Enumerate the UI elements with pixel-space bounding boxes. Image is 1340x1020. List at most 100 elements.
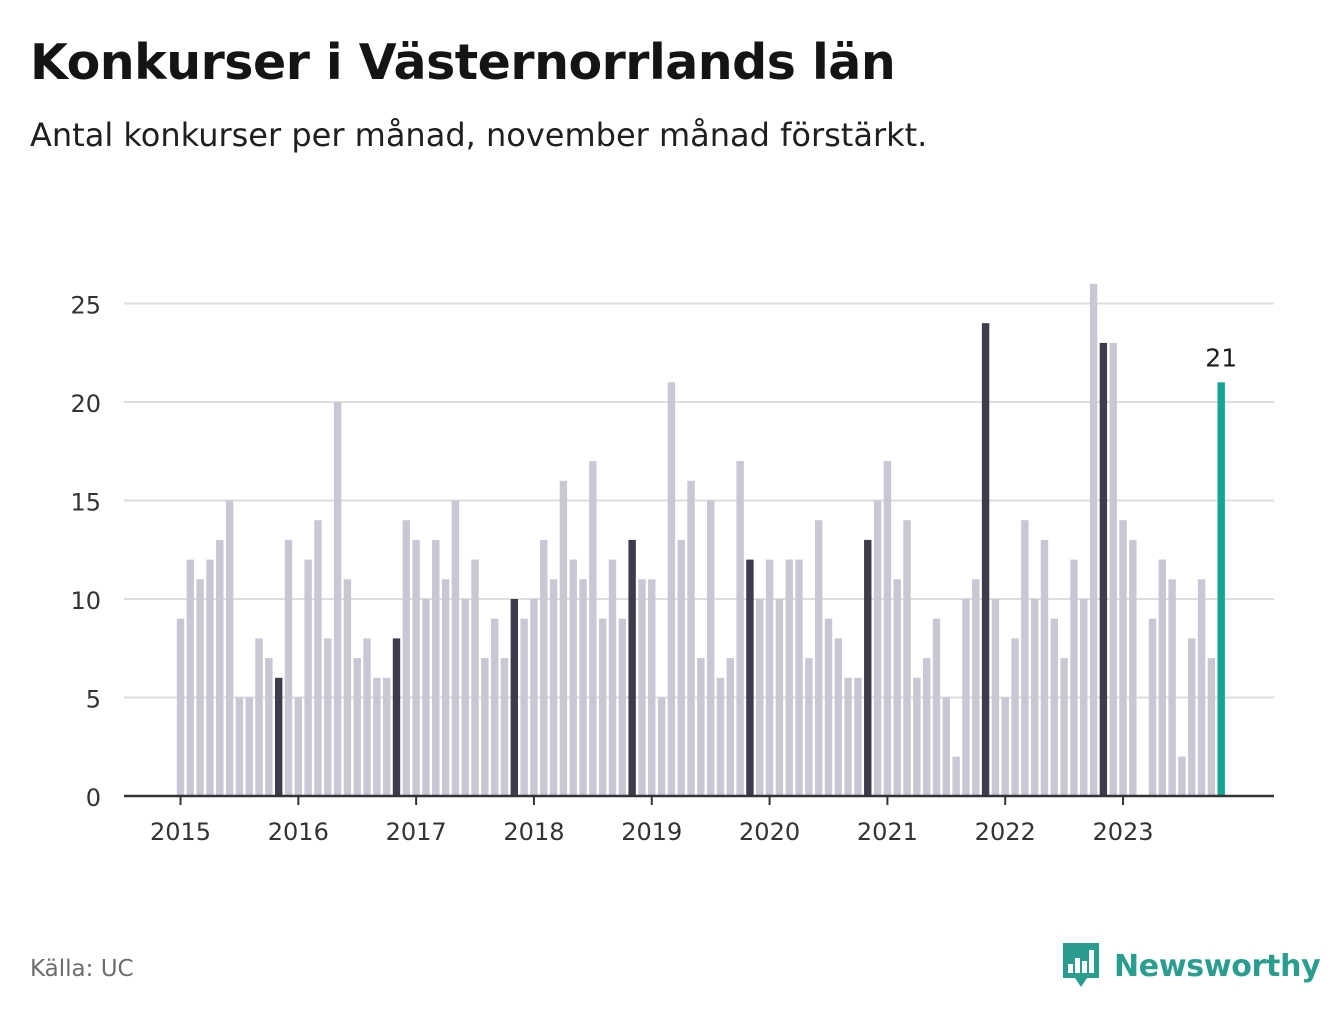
bar xyxy=(1197,579,1206,796)
bar xyxy=(294,697,303,796)
bar xyxy=(922,658,931,796)
x-tick-label: 2019 xyxy=(621,818,682,846)
bar xyxy=(206,559,214,796)
bar xyxy=(1040,539,1049,796)
bar xyxy=(284,539,293,796)
chart-title: Konkurser i Västernorrlands län xyxy=(30,34,896,91)
bar xyxy=(628,539,636,796)
bar xyxy=(216,539,224,796)
bar xyxy=(608,559,617,796)
bar xyxy=(913,677,921,796)
bar xyxy=(765,559,774,796)
bar xyxy=(363,638,371,796)
bar xyxy=(1188,638,1196,796)
bar xyxy=(746,559,754,796)
bar xyxy=(903,520,911,796)
bar xyxy=(775,599,784,796)
y-tick-label: 25 xyxy=(70,292,101,320)
bar xyxy=(1060,658,1068,796)
bar xyxy=(854,677,862,796)
bar xyxy=(648,579,656,796)
x-tick-label: 2016 xyxy=(268,818,329,846)
bar xyxy=(176,618,185,796)
bar xyxy=(422,599,430,796)
bar xyxy=(824,618,833,796)
bar xyxy=(353,658,361,796)
bar xyxy=(785,559,793,796)
bar xyxy=(530,599,538,796)
bar xyxy=(235,697,244,796)
bar xyxy=(1030,599,1039,796)
bar xyxy=(245,697,253,796)
bar xyxy=(716,677,725,796)
bar xyxy=(814,520,823,796)
x-tick-label: 2022 xyxy=(975,818,1036,846)
source-label: Källa: UC xyxy=(30,956,134,982)
x-tick-label: 2020 xyxy=(739,818,800,846)
data-labels: 21 xyxy=(1205,343,1237,372)
bar xyxy=(559,480,568,796)
bar xyxy=(981,323,990,796)
bar xyxy=(1109,342,1117,796)
bar xyxy=(589,461,597,796)
newsworthy-brand[interactable]: Newsworthy xyxy=(1060,940,1321,992)
bar xyxy=(510,599,519,796)
y-tick-label: 5 xyxy=(86,686,101,714)
bar xyxy=(687,480,695,796)
bar xyxy=(471,559,479,796)
bar xyxy=(343,579,352,796)
bar xyxy=(196,579,204,796)
y-tick-label: 20 xyxy=(70,390,101,418)
bar xyxy=(441,579,450,796)
bar xyxy=(706,500,715,796)
bar xyxy=(864,539,872,796)
bar xyxy=(1207,658,1216,796)
bar xyxy=(1217,382,1225,796)
bar xyxy=(314,520,322,796)
bar xyxy=(225,500,234,796)
brand-name: Newsworthy xyxy=(1114,948,1321,984)
bar xyxy=(893,579,901,796)
bars xyxy=(176,283,1225,796)
bar xyxy=(883,461,892,796)
y-tick-label: 10 xyxy=(70,587,101,615)
bar xyxy=(657,697,666,796)
bar xyxy=(1080,599,1088,796)
bar xyxy=(1021,520,1029,796)
bar xyxy=(1178,756,1186,796)
y-tick-label: 15 xyxy=(70,489,101,517)
bar xyxy=(540,539,548,796)
bar xyxy=(736,461,744,796)
chart-subtitle: Antal konkurser per månad, november måna… xyxy=(30,116,928,154)
bar xyxy=(834,638,843,796)
bar xyxy=(805,658,813,796)
newsworthy-logo-icon xyxy=(1063,943,1099,987)
bar xyxy=(952,756,960,796)
bar xyxy=(255,638,263,796)
bar xyxy=(1001,697,1009,796)
bar xyxy=(677,539,685,796)
bar xyxy=(1158,559,1166,796)
bar xyxy=(1011,638,1019,796)
bar xyxy=(186,559,195,796)
bar xyxy=(569,559,577,796)
bar xyxy=(1050,618,1058,796)
bar xyxy=(392,638,401,796)
x-tick-label: 2021 xyxy=(857,818,918,846)
bar xyxy=(481,658,489,796)
x-tick-label: 2015 xyxy=(150,818,211,846)
bar xyxy=(432,539,440,796)
bar xyxy=(844,677,852,796)
bar xyxy=(962,599,970,796)
bar xyxy=(1168,579,1176,796)
bar xyxy=(402,520,411,796)
bar xyxy=(500,658,509,796)
bar xyxy=(382,677,391,796)
x-axis: 2015 2016 2017 2018 2019 2020 2021 2022 2023 xyxy=(124,794,1274,846)
bar xyxy=(1070,559,1078,796)
bar xyxy=(618,618,627,796)
x-tick-label: 2018 xyxy=(503,818,564,846)
bar xyxy=(991,599,1000,796)
bar xyxy=(756,599,764,796)
